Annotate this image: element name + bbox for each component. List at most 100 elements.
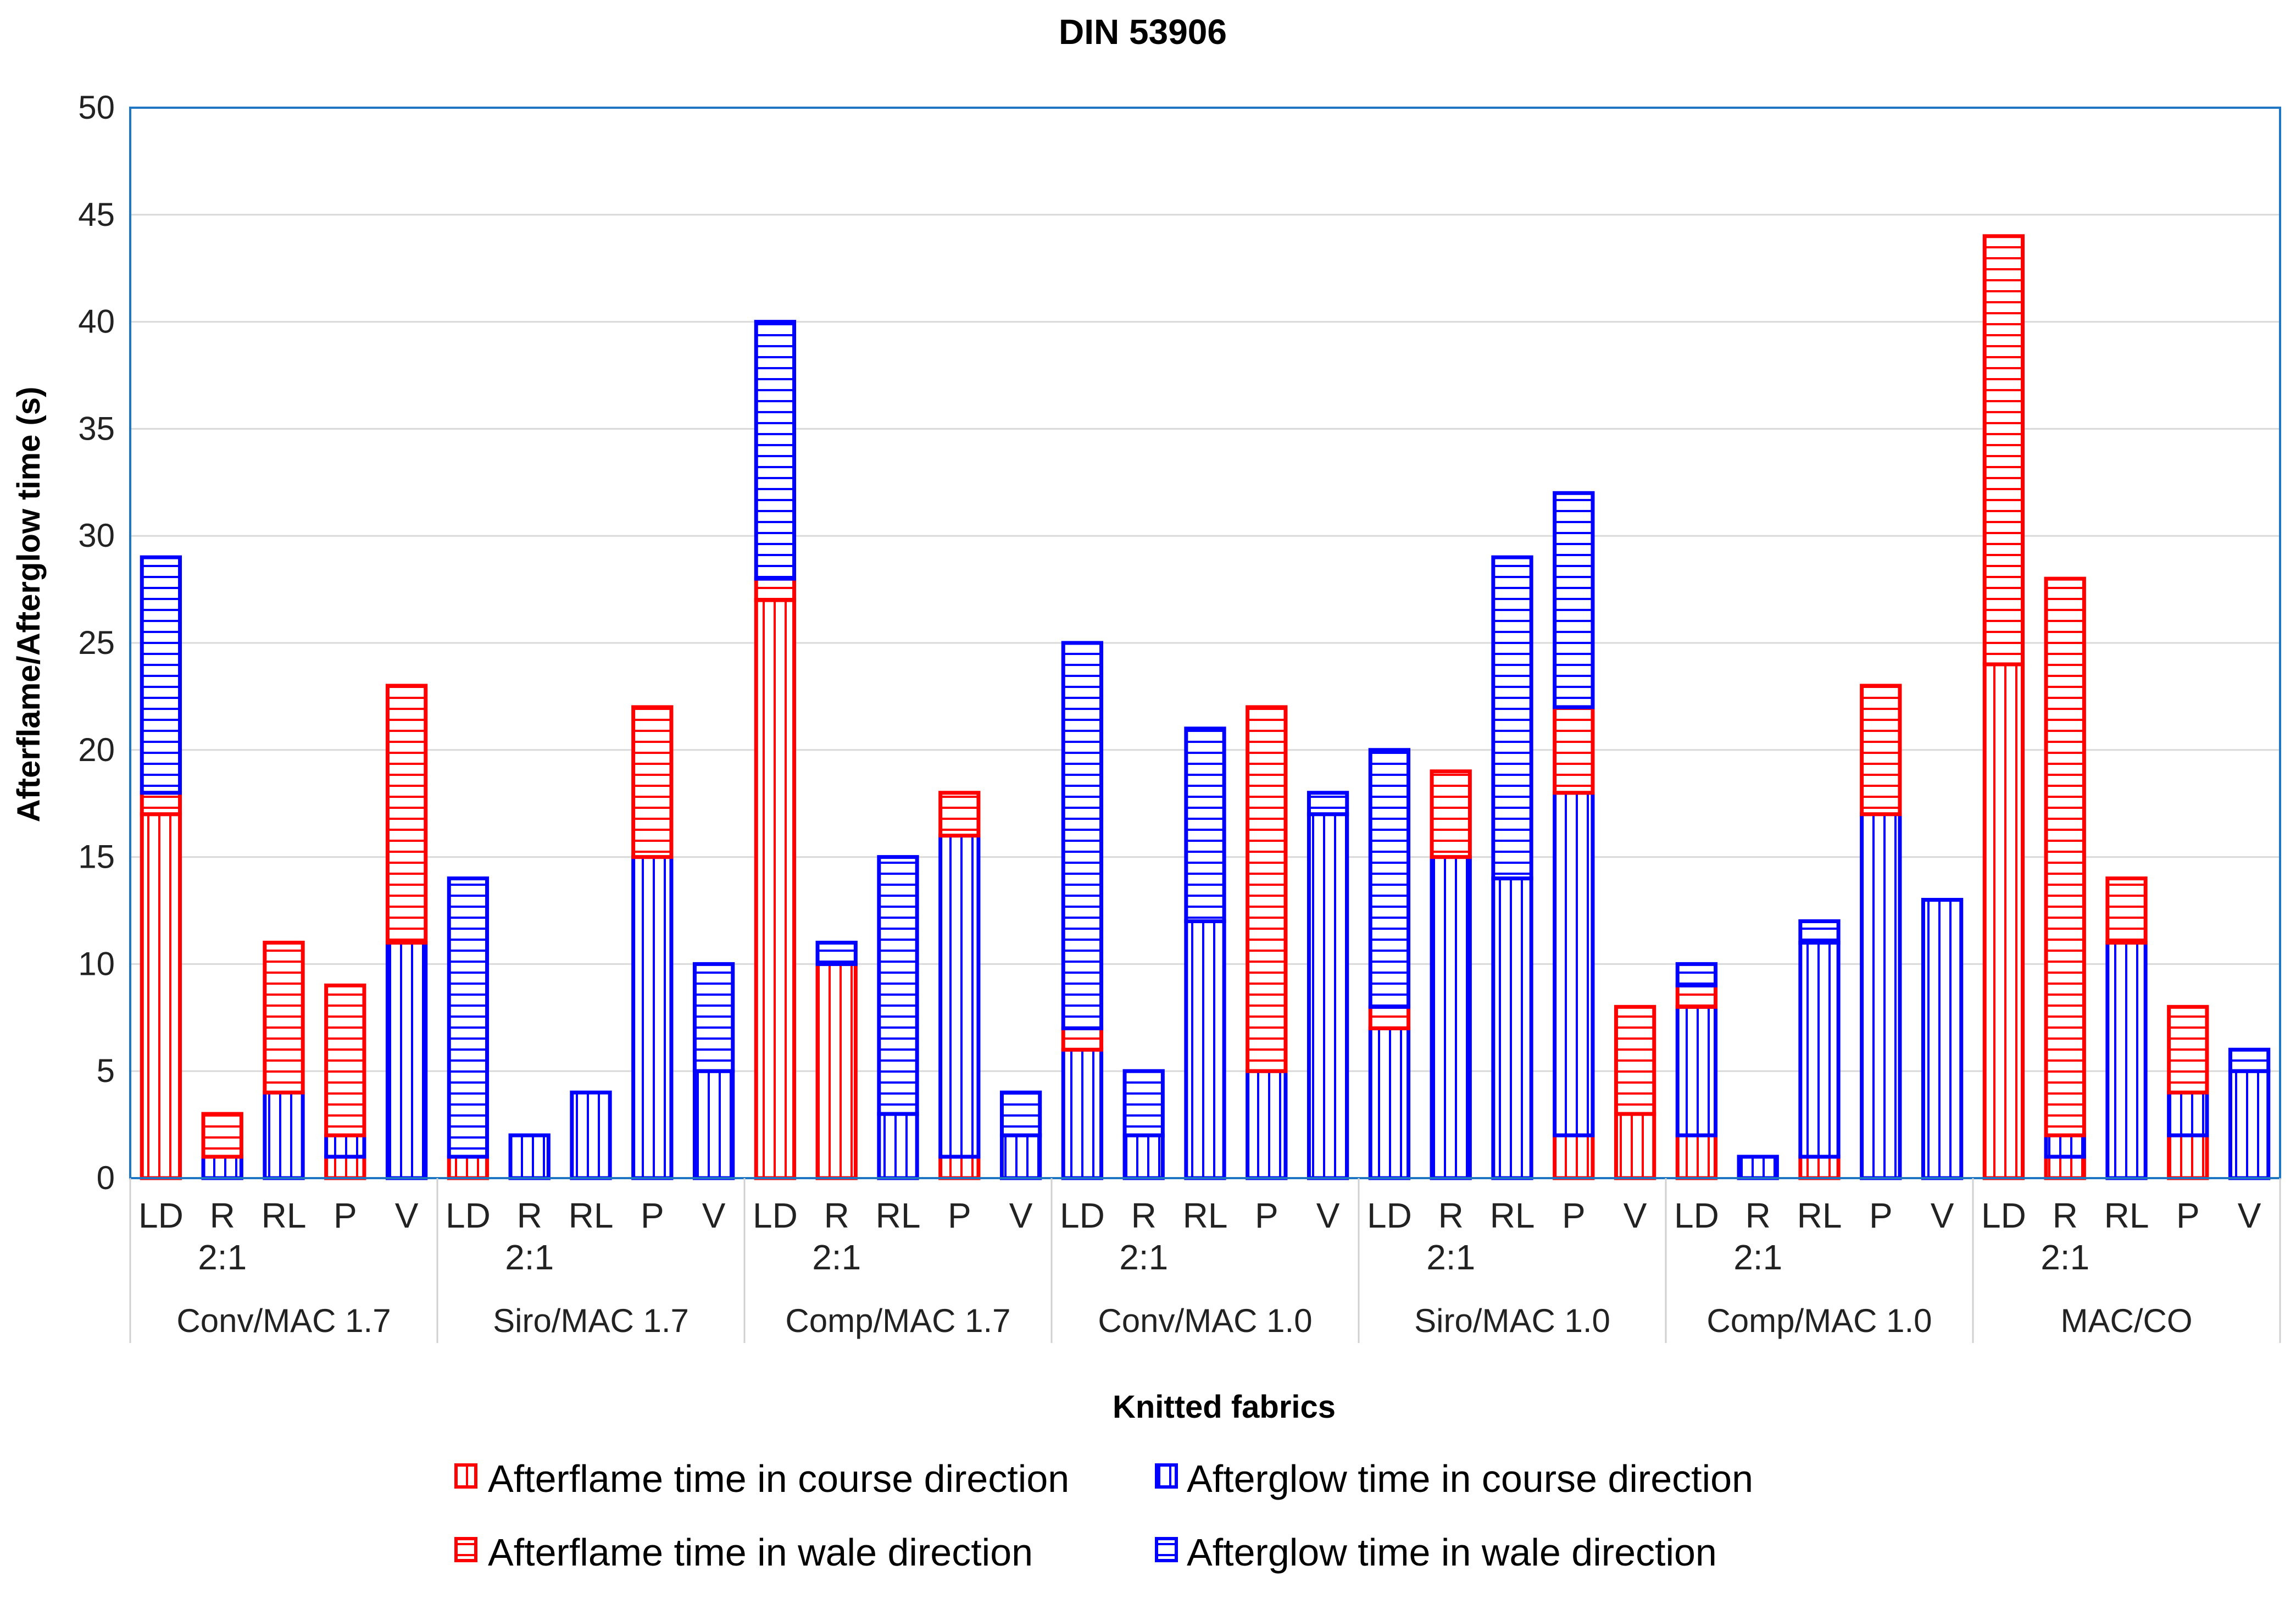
y-tick-label: 10 bbox=[78, 945, 115, 982]
bar-segment-afterglow-wale bbox=[754, 320, 797, 581]
bar-label: R bbox=[210, 1196, 235, 1235]
bar-segment-afterglow-wale bbox=[1122, 1069, 1165, 1137]
bar-label: RL bbox=[1183, 1196, 1228, 1235]
bar-segment-afterglow-wale bbox=[815, 940, 858, 966]
bar-segment-afterflame-wale bbox=[263, 940, 305, 1095]
group-label: Comp/MAC 1.0 bbox=[1706, 1302, 1932, 1339]
bar-segment-afterglow-course bbox=[1307, 812, 1349, 1180]
bar-label: P bbox=[1869, 1196, 1893, 1235]
y-axis-ticks: 0 5 10 15 20 25 30 35 40 45 50 bbox=[78, 89, 115, 1196]
group-label: Conv/MAC 1.0 bbox=[1098, 1302, 1312, 1339]
bar-segment-afterflame-wale bbox=[1675, 983, 1718, 1009]
legend-label-afterflame-course: Afterflame time in course direction bbox=[488, 1457, 1069, 1500]
bar-segment-afterflame-course bbox=[1553, 1133, 1595, 1180]
bar-segment-afterglow-course bbox=[1553, 791, 1595, 1137]
y-tick-label: 15 bbox=[78, 839, 115, 875]
bar-label: V bbox=[702, 1196, 726, 1235]
bar-label: R bbox=[824, 1196, 849, 1235]
bar-segment-afterglow-wale bbox=[2228, 1047, 2271, 1073]
bar-segment-afterglow-course bbox=[2044, 1133, 2086, 1159]
bar-segment-afterglow-course bbox=[2167, 1090, 2209, 1137]
bar-segment-afterflame-wale bbox=[1860, 684, 1902, 817]
y-tick-label: 30 bbox=[78, 517, 115, 554]
group-label: Comp/MAC 1.7 bbox=[785, 1302, 1010, 1339]
bar-segment-afterglow-wale bbox=[1675, 962, 1718, 987]
bar-segment-afterglow-course bbox=[1430, 855, 1472, 1180]
group-label: MAC/CO bbox=[2061, 1302, 2193, 1339]
bar-segment-afterflame-course bbox=[1675, 1133, 1718, 1180]
bar-segment-afterglow-course bbox=[570, 1090, 612, 1180]
bar-segment-afterflame-course bbox=[447, 1155, 490, 1180]
bar-segment-afterglow-wale bbox=[140, 555, 182, 795]
bar-label: LD bbox=[1060, 1196, 1105, 1235]
legend-swatch-afterflame-course bbox=[454, 1463, 477, 1489]
bar-label: P bbox=[333, 1196, 357, 1235]
y-tick-label: 25 bbox=[78, 624, 115, 661]
legend: Afterflame time in course direction Afte… bbox=[454, 1457, 1753, 1574]
bar-label: 2:1 bbox=[1733, 1237, 1782, 1277]
bar-label: RL bbox=[262, 1196, 307, 1235]
bar-segment-afterglow-course bbox=[999, 1133, 1042, 1180]
bar-segment-afterflame-wale bbox=[201, 1112, 243, 1159]
legend-swatch-afterglow-course bbox=[1155, 1463, 1178, 1489]
bar-label: LD bbox=[1674, 1196, 1719, 1235]
bar-segment-afterflame-wale bbox=[1368, 1004, 1411, 1030]
bar-segment-afterglow-wale bbox=[877, 855, 919, 1116]
bar-segment-afterglow-course bbox=[1246, 1069, 1288, 1180]
bar-segment-afterglow-wale bbox=[1184, 726, 1226, 923]
bar-segment-afterglow-course bbox=[508, 1133, 551, 1180]
bar-segment-afterflame-course bbox=[815, 962, 858, 1180]
bar-label: RL bbox=[1490, 1196, 1535, 1235]
bar-segment-afterglow-wale bbox=[692, 962, 735, 1073]
bar-label: LD bbox=[753, 1196, 798, 1235]
bar-label: RL bbox=[569, 1196, 614, 1235]
bar-label: V bbox=[1624, 1196, 1647, 1235]
legend-label-afterflame-wale: Afterflame time in wale direction bbox=[488, 1531, 1033, 1574]
legend-label-afterglow-wale: Afterglow time in wale direction bbox=[1187, 1531, 1717, 1574]
legend-swatch-afterflame-wale bbox=[454, 1537, 477, 1562]
bar-segment-afterglow-wale bbox=[1491, 555, 1533, 881]
group-label: Siro/MAC 1.0 bbox=[1414, 1302, 1610, 1339]
bar-segment-afterflame-course bbox=[1614, 1112, 1656, 1180]
bar-segment-afterglow-course bbox=[1798, 940, 1841, 1159]
bar-label: R bbox=[2053, 1196, 2078, 1235]
bar-segment-afterglow-course bbox=[2228, 1069, 2271, 1180]
bar-label: R bbox=[1438, 1196, 1464, 1235]
bar-segment-afterflame-wale bbox=[1246, 705, 1288, 1073]
bar-label: P bbox=[2176, 1196, 2200, 1235]
bar-label: 2:1 bbox=[2041, 1237, 2089, 1277]
bar-segment-afterglow-course bbox=[2105, 940, 2148, 1180]
bar-label: LD bbox=[138, 1196, 184, 1235]
bar-segment-afterglow-course bbox=[1860, 812, 1902, 1180]
group-label: Conv/MAC 1.7 bbox=[176, 1302, 391, 1339]
bar-segment-afterglow-wale bbox=[1553, 491, 1595, 709]
bars bbox=[140, 234, 2271, 1180]
bar-segment-afterflame-wale bbox=[140, 791, 182, 817]
bar-segment-afterflame-wale bbox=[2105, 876, 2148, 945]
bar-label: R bbox=[1131, 1196, 1157, 1235]
bar-segment-afterflame-wale bbox=[631, 705, 674, 859]
bar-segment-afterglow-course bbox=[324, 1133, 366, 1159]
y-tick-label: 40 bbox=[78, 303, 115, 340]
bar-segment-afterglow-course bbox=[938, 834, 981, 1159]
bar-segment-afterglow-wale bbox=[1061, 641, 1104, 1030]
bar-segment-afterflame-wale bbox=[1982, 234, 2025, 667]
bar-segment-afterglow-course bbox=[1675, 1004, 1718, 1137]
bar-label: V bbox=[395, 1196, 419, 1235]
bar-label: RL bbox=[876, 1196, 921, 1235]
bar-segment-afterglow-course bbox=[1737, 1155, 1779, 1180]
bar-segment-afterflame-wale bbox=[938, 791, 981, 838]
bar-label: V bbox=[1931, 1196, 1954, 1235]
bar-segment-afterglow-course bbox=[877, 1112, 919, 1180]
bar-segment-afterglow-wale bbox=[999, 1090, 1042, 1137]
bar-segment-afterglow-course bbox=[692, 1069, 735, 1180]
bar-label: P bbox=[641, 1196, 664, 1235]
bar-segment-afterglow-course bbox=[201, 1155, 243, 1180]
plot-frame bbox=[129, 107, 2281, 1179]
bar-label: 2:1 bbox=[505, 1237, 554, 1277]
bar-segment-afterglow-course bbox=[385, 940, 428, 1180]
bar-segment-afterflame-wale bbox=[385, 684, 428, 945]
bar-label: V bbox=[2238, 1196, 2261, 1235]
y-tick-label: 0 bbox=[97, 1159, 115, 1196]
